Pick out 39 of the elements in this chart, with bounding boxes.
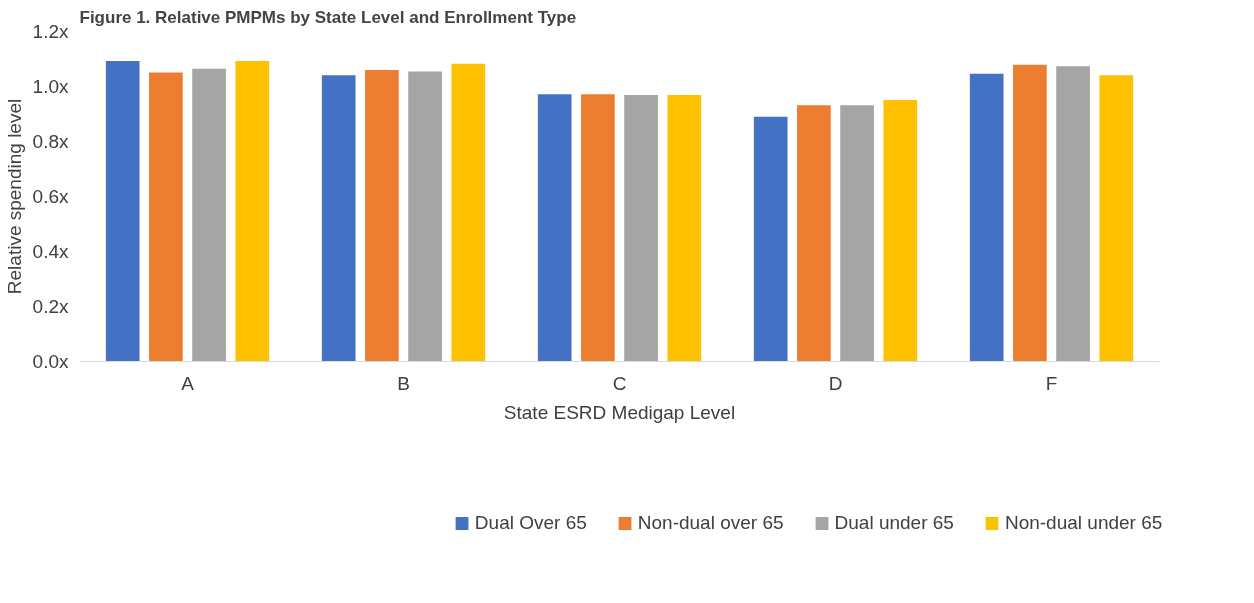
bar: [969, 73, 1004, 362]
bar: [149, 72, 183, 362]
bar: [235, 60, 270, 362]
y-tick-label: 0.2x: [32, 296, 69, 317]
y-tick-label: 0.4x: [32, 241, 69, 262]
legend-label: Dual under 65: [834, 511, 954, 534]
y-tick-label: 0.0x: [32, 351, 69, 372]
x-tick-label: D: [828, 372, 843, 394]
y-tick-label: 0.8x: [32, 131, 69, 152]
legend-label: Non-dual under 65: [1004, 511, 1163, 534]
y-tick-label: 1.0x: [32, 76, 69, 97]
bar: [192, 68, 226, 362]
legend-label: Non-dual over 65: [637, 511, 784, 534]
bar: [105, 60, 140, 362]
bar: [883, 99, 918, 362]
bar: [451, 63, 486, 362]
bar: [321, 75, 356, 362]
x-tick-label: C: [612, 372, 627, 394]
bar: [365, 70, 399, 362]
bar: [1056, 66, 1090, 362]
bar: [581, 94, 615, 362]
x-axis-title: State ESRD Medigap Level: [503, 401, 736, 423]
bar: [667, 95, 702, 362]
bar: [797, 105, 831, 362]
bar: [537, 94, 572, 362]
y-tick-label: 1.2x: [32, 21, 69, 42]
bar: [408, 71, 442, 362]
legend-label: Dual Over 65: [474, 511, 587, 534]
bar: [753, 116, 788, 362]
bar: [840, 105, 874, 362]
bar: [1099, 75, 1134, 362]
y-tick-label: 0.6x: [32, 186, 69, 207]
bar: [624, 95, 658, 362]
x-tick-label: F: [1045, 372, 1058, 394]
y-axis-title: Relative spending level: [3, 98, 25, 295]
x-tick-label: A: [181, 372, 195, 394]
x-tick-label: B: [397, 372, 410, 394]
chart-title: Figure 1. Relative PMPMs by State Level and Enrollment Type: [79, 7, 577, 27]
bar: [1013, 64, 1047, 362]
